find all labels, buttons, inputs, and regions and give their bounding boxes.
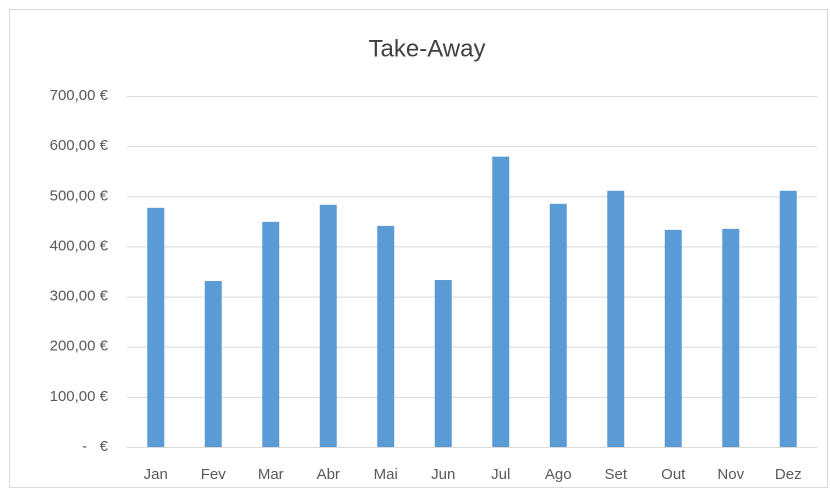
x-tick-label: Out: [661, 466, 686, 483]
bar: [319, 204, 337, 447]
x-tick-label: Jun: [431, 466, 455, 483]
bar: [147, 207, 165, 447]
y-tick-label: - €: [82, 438, 108, 455]
y-tick-label: 600,00 €: [50, 137, 109, 154]
chart-frame: [9, 9, 828, 488]
bar: [722, 228, 740, 447]
y-tick-label: 200,00 €: [50, 338, 109, 355]
bar: [492, 156, 510, 447]
y-tick-label: 400,00 €: [50, 237, 109, 254]
bar: [262, 221, 280, 447]
x-tick-label: Ago: [545, 466, 572, 483]
bar: [607, 190, 625, 447]
bar: [204, 281, 222, 447]
y-tick-label: 700,00 €: [50, 87, 109, 104]
chart-title: Take-Away: [369, 35, 486, 62]
bar: [779, 190, 797, 447]
bar: [377, 225, 395, 447]
x-tick-label: Mai: [374, 466, 398, 483]
bar: [664, 229, 682, 447]
bar: [434, 280, 452, 447]
x-tick-label: Abr: [317, 466, 340, 483]
x-tick-label: Mar: [258, 466, 284, 483]
bar: [549, 203, 567, 447]
y-tick-label: 500,00 €: [50, 187, 109, 204]
x-tick-label: Jul: [491, 466, 510, 483]
y-tick-label: 100,00 €: [50, 388, 109, 405]
x-tick-label: Fev: [201, 466, 227, 483]
x-tick-label: Set: [604, 466, 627, 483]
x-tick-label: Jan: [144, 466, 168, 483]
x-tick-label: Nov: [717, 466, 744, 483]
y-tick-label: 300,00 €: [50, 288, 109, 305]
x-tick-label: Dez: [775, 466, 802, 483]
